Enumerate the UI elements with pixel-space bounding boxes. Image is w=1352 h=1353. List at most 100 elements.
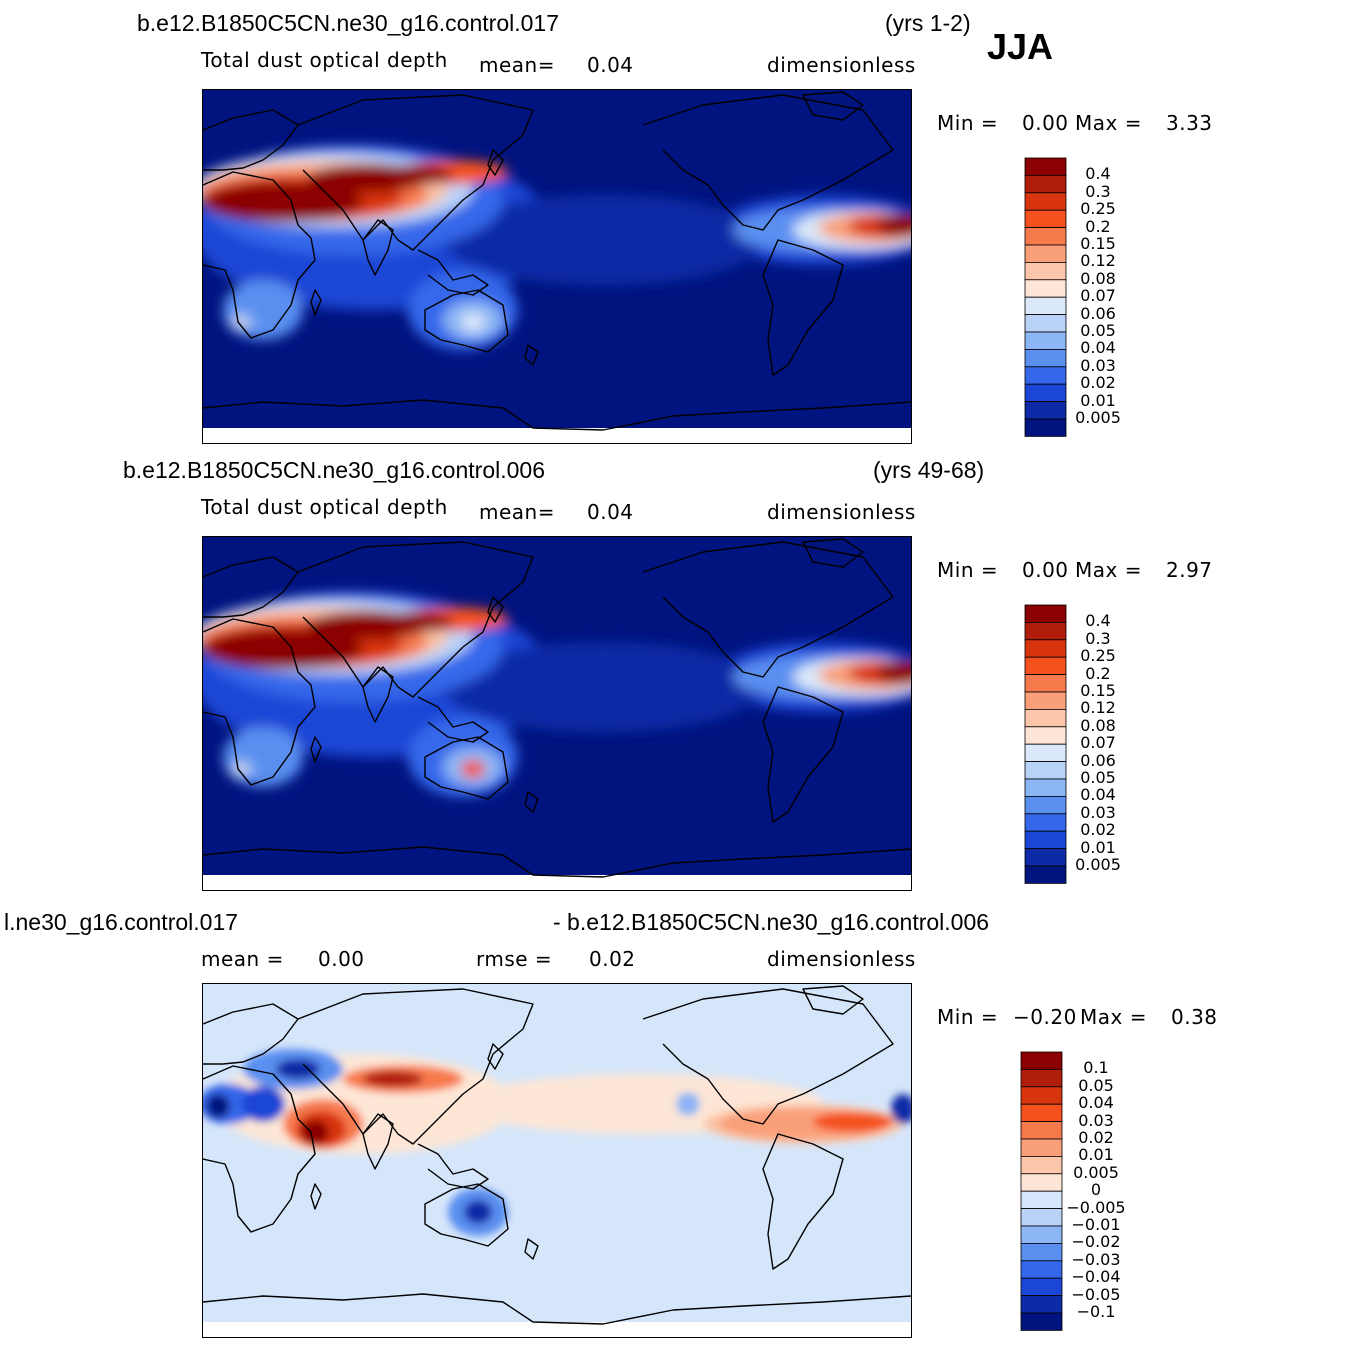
colorbar-level-label: 0.07 <box>1080 733 1116 753</box>
colorbar-swatch <box>1024 348 1067 368</box>
colorbar-swatch <box>1024 621 1067 641</box>
panel2-period: (yrs 49-68) <box>873 457 985 483</box>
atlantic-plume <box>878 213 911 237</box>
colorbar-swatches <box>1024 157 1067 437</box>
polar-nodata-band <box>203 875 911 890</box>
panel2-mean-value: 0.04 <box>587 500 634 524</box>
panel2-min-label: Min = <box>937 558 999 582</box>
coastline <box>424 289 509 353</box>
dust-envelope <box>443 195 763 285</box>
colorbar-swatch <box>1024 691 1067 710</box>
colorbar-swatch <box>1020 1086 1063 1105</box>
dust-core <box>373 165 453 185</box>
dust-field <box>203 592 911 797</box>
safrica-dust <box>236 318 246 326</box>
colorbar-level-label: 0.3 <box>1085 181 1111 201</box>
colorbar-level-label: 0.005 <box>1075 855 1121 874</box>
australia-dust <box>461 313 485 331</box>
coastline <box>297 541 534 698</box>
colorbar-swatch <box>1024 639 1067 658</box>
colorbar-swatches <box>1020 1051 1063 1331</box>
coastline <box>524 791 539 813</box>
colorbar-level-label: 0.005 <box>1073 1162 1119 1182</box>
coastline <box>762 239 844 376</box>
colorbar-swatch <box>1024 331 1067 350</box>
panel2-field-label: Total dust optical depth <box>201 495 448 519</box>
colorbar-swatch <box>1024 314 1067 333</box>
colorbar-level-label: 0.25 <box>1080 646 1116 666</box>
colorbar-swatch <box>1024 227 1067 246</box>
colorbar-level-label: 0.04 <box>1080 338 1116 358</box>
colorbar-swatch <box>1024 174 1067 194</box>
colorbar-swatch <box>1024 709 1067 728</box>
panel3-case-left: l.ne30_g16.control.017 <box>4 909 239 935</box>
colorbar-level-label: −0.04 <box>1071 1267 1121 1287</box>
colorbar-swatch <box>1024 418 1067 437</box>
dust-core <box>203 629 363 669</box>
panel3-min-value: −0.20 <box>1013 1005 1077 1029</box>
colorbar-level-label: 0.25 <box>1080 199 1116 219</box>
dust-field <box>203 145 911 350</box>
coastline <box>762 1133 844 1270</box>
panel2-max-value: 2.97 <box>1166 558 1213 582</box>
panel1-mean-label: mean= <box>479 53 555 77</box>
colorbar-swatch <box>1020 1121 1063 1140</box>
colorbar-level-label: 0.05 <box>1080 768 1116 787</box>
colorbar-swatch <box>1024 830 1067 849</box>
coastline <box>362 219 394 276</box>
panel1-mean-value: 0.04 <box>587 53 634 77</box>
colorbar-swatch <box>1020 1242 1063 1262</box>
colorbar-swatch <box>1020 1138 1063 1157</box>
coastline <box>297 94 534 251</box>
colorbar-swatch <box>1024 813 1067 832</box>
colorbar-level-label: 0.04 <box>1080 785 1116 805</box>
colorbar-level-label: 0.08 <box>1080 268 1116 288</box>
coastline <box>642 94 894 231</box>
colorbar-swatch <box>1024 848 1067 867</box>
colorbar-swatch <box>1020 1260 1063 1279</box>
coastline <box>362 1113 394 1170</box>
panel2-map <box>202 536 912 891</box>
colorbar-swatch <box>1020 1173 1063 1192</box>
panel3-mean-value: 0.00 <box>318 947 365 971</box>
coastline <box>203 109 299 171</box>
colorbar-swatch <box>1024 157 1067 176</box>
colorbar-swatch <box>1024 865 1067 884</box>
colorbar-level-label: 0.07 <box>1080 286 1116 306</box>
colorbar-swatch <box>1024 366 1067 385</box>
coastline <box>297 988 534 1145</box>
colorbar-swatch <box>1020 1225 1063 1244</box>
diff-positive <box>301 1120 329 1144</box>
coastline <box>762 686 844 823</box>
diff-negative <box>206 1094 230 1118</box>
colorbar-swatch <box>1020 1051 1063 1070</box>
colorbar-level-label: 0.4 <box>1085 164 1111 184</box>
panel3-max-label: Max = <box>1080 1005 1147 1029</box>
colorbar-level-label: 0.08 <box>1080 715 1116 735</box>
coastline <box>802 91 864 121</box>
colorbar-level-label: −0.1 <box>1076 1302 1116 1321</box>
colorbar-level-label: −0.03 <box>1071 1249 1121 1269</box>
colorbar-level-label: 0.03 <box>1080 355 1116 375</box>
panel1-units: dimensionless <box>767 53 916 77</box>
colorbar-level-label: 0.005 <box>1075 408 1121 427</box>
colorbar-swatch <box>1024 383 1067 402</box>
panel2-min-value: 0.00 <box>1022 558 1069 582</box>
coastline <box>802 538 864 568</box>
diff-negative <box>676 1092 700 1116</box>
coastlines <box>203 91 911 431</box>
ocean-background <box>203 984 911 1337</box>
coastline <box>203 1293 911 1325</box>
colorbar-level-label: 0.05 <box>1080 321 1116 340</box>
coastline <box>642 541 894 678</box>
panel3-mean-label: mean = <box>201 947 284 971</box>
panel2-units: dimensionless <box>767 500 916 524</box>
dust-envelope <box>443 642 763 732</box>
season-label: JJA <box>987 26 1054 67</box>
coastline <box>362 666 394 723</box>
colorbar-swatch <box>1024 192 1067 211</box>
colorbar-level-label: −0.02 <box>1071 1232 1121 1252</box>
colorbar-swatch <box>1020 1277 1063 1296</box>
colorbar-level-label: 0.15 <box>1080 681 1116 700</box>
colorbar-level-label: 0.2 <box>1085 663 1111 683</box>
